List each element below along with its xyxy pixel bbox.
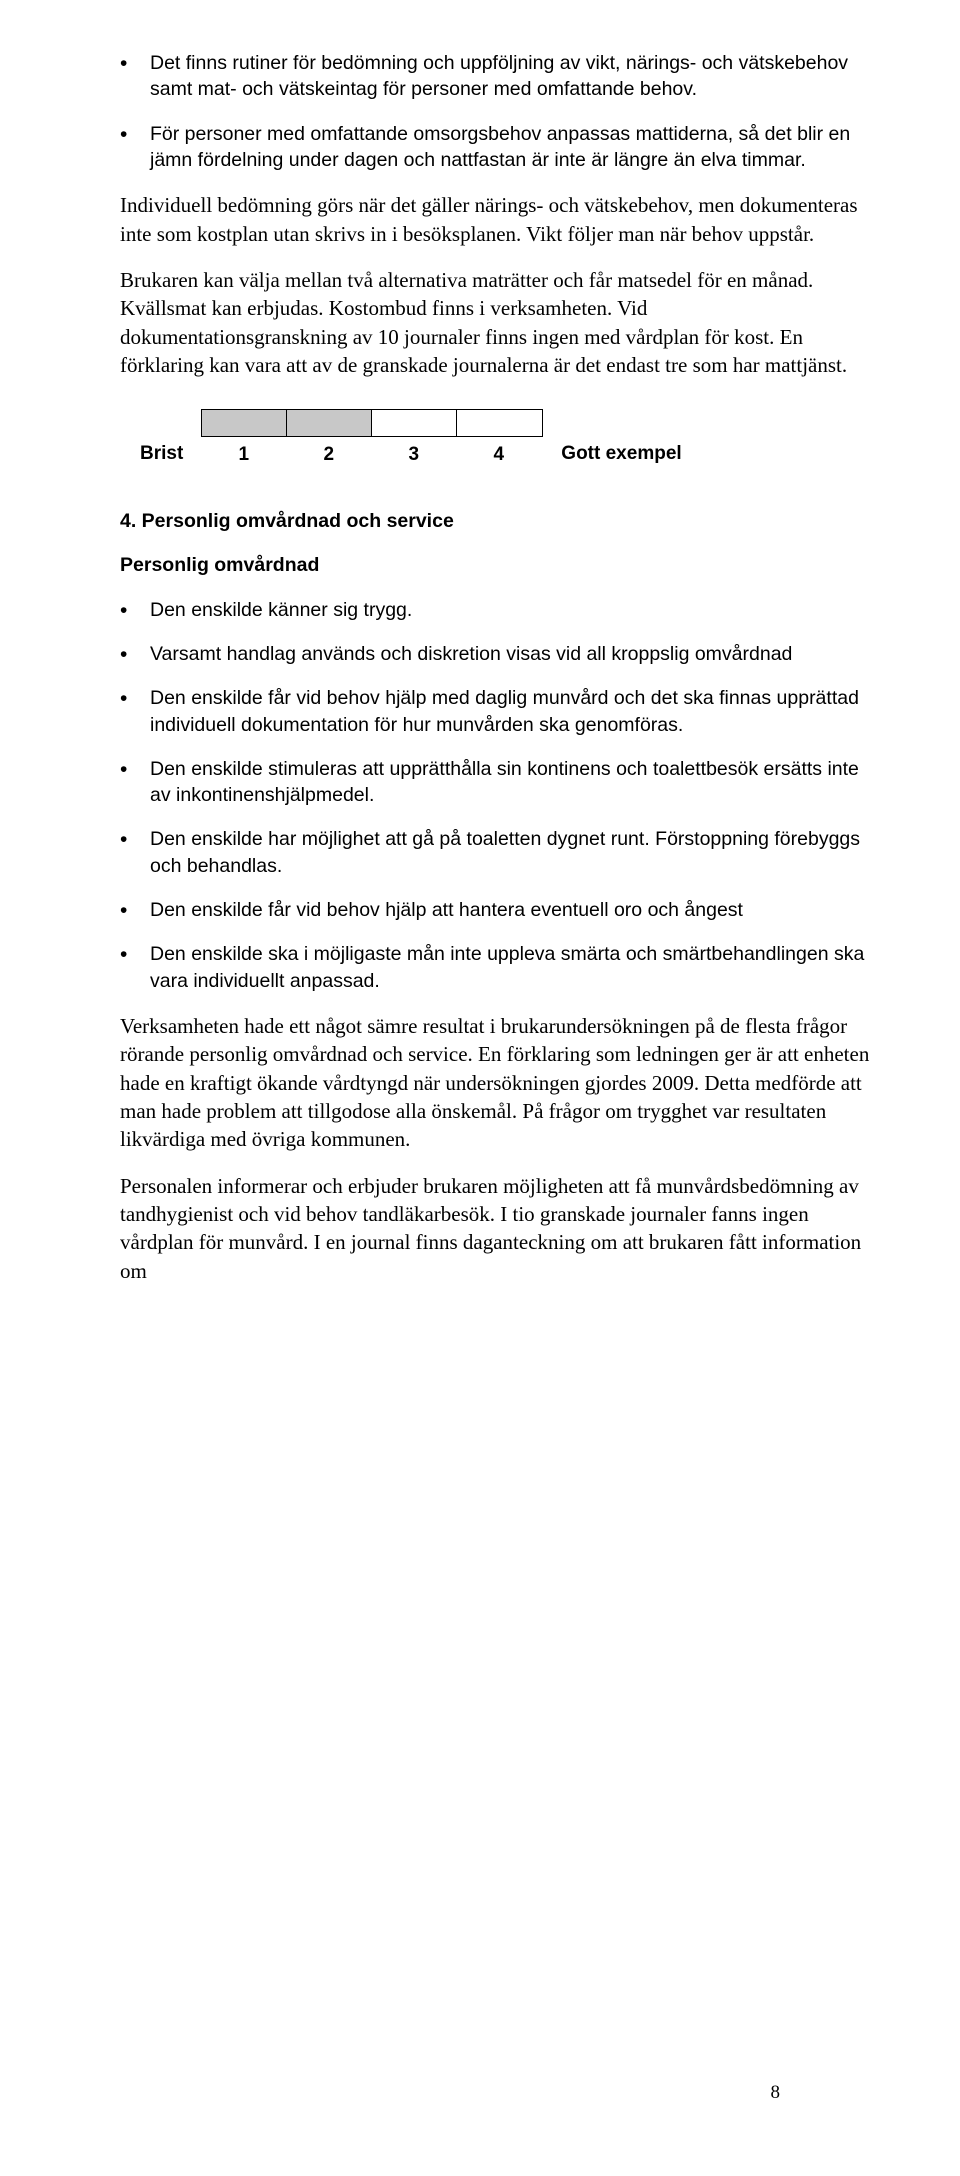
bullet-text: Den enskilde ska i möjligaste mån inte u… (150, 943, 864, 991)
rating-box-1 (202, 410, 287, 436)
list-item: Den enskilde stimuleras att upprätthålla… (150, 756, 870, 809)
section-heading: 4. Personlig omvårdnad och service (120, 508, 870, 534)
list-item: Den enskilde får vid behov hjälp att han… (150, 897, 870, 923)
list-item: Det finns rutiner för bedömning och uppf… (150, 50, 870, 103)
body-paragraph: Verksamheten hade ett något sämre result… (120, 1012, 870, 1154)
subheading: Personlig omvårdnad (120, 552, 870, 578)
rating-boxes-wrap: 1 2 3 4 (201, 409, 543, 468)
bullet-list-mid: Den enskilde känner sig trygg. Varsamt h… (120, 597, 870, 994)
page-number: 8 (771, 2080, 781, 2106)
rating-boxes-row (201, 409, 543, 437)
list-item: Den enskilde har möjlighet att gå på toa… (150, 826, 870, 879)
bullet-text: För personer med omfattande omsorgsbehov… (150, 123, 850, 171)
list-item: Den enskilde ska i möjligaste mån inte u… (150, 941, 870, 994)
list-item: För personer med omfattande omsorgsbehov… (150, 121, 870, 174)
rating-label-brist: Brist (140, 441, 183, 468)
rating-scale: Brist 1 2 3 4 Gott exempel (140, 409, 870, 468)
bullet-list-top: Det finns rutiner för bedömning och uppf… (120, 50, 870, 173)
body-paragraph: Personalen informerar och erbjuder bruka… (120, 1172, 870, 1285)
list-item: Den enskilde känner sig trygg. (150, 597, 870, 623)
list-item: Den enskilde får vid behov hjälp med dag… (150, 685, 870, 738)
rating-box-2 (287, 410, 372, 436)
body-paragraph: Individuell bedömning görs när det gälle… (120, 191, 870, 248)
bullet-text: Den enskilde får vid behov hjälp med dag… (150, 687, 859, 735)
rating-num: 3 (371, 437, 456, 468)
bullet-text: Den enskilde har möjlighet att gå på toa… (150, 828, 860, 876)
body-paragraph: Brukaren kan välja mellan två alternativ… (120, 266, 870, 379)
bullet-text: Den enskilde stimuleras att upprätthålla… (150, 758, 859, 806)
rating-label-gott: Gott exempel (561, 441, 681, 468)
rating-box-4 (457, 410, 542, 436)
bullet-text: Varsamt handlag används och diskretion v… (150, 643, 792, 665)
rating-num: 4 (456, 437, 541, 468)
rating-num: 2 (286, 437, 371, 468)
list-item: Varsamt handlag används och diskretion v… (150, 641, 870, 667)
bullet-text: Den enskilde får vid behov hjälp att han… (150, 899, 743, 921)
rating-numbers: 1 2 3 4 (201, 437, 541, 468)
bullet-text: Det finns rutiner för bedömning och uppf… (150, 52, 848, 100)
rating-box-3 (372, 410, 457, 436)
rating-num: 1 (201, 437, 286, 468)
bullet-text: Den enskilde känner sig trygg. (150, 599, 412, 621)
